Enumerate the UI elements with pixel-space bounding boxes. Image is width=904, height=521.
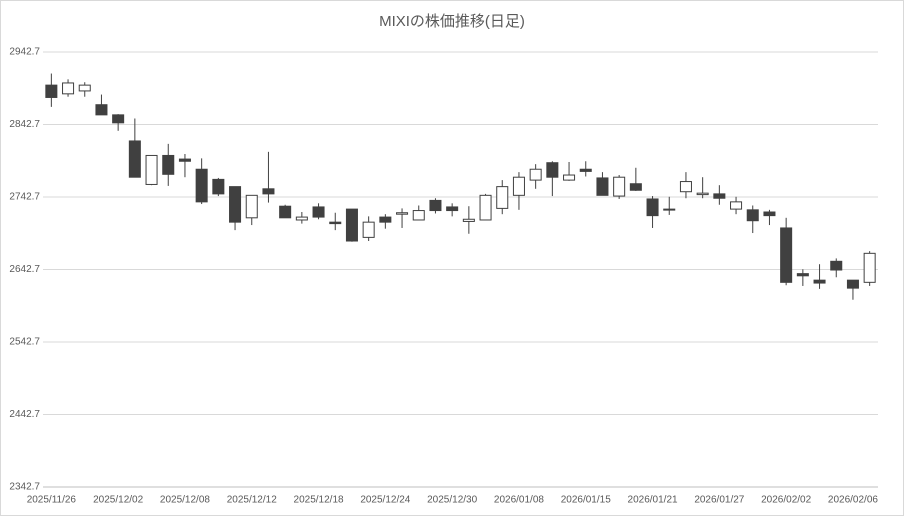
candle-body [713, 193, 726, 199]
candle-body [846, 279, 859, 289]
x-tick-label: 2025/12/02 [93, 495, 143, 506]
candle-body [178, 158, 191, 162]
candle-body [730, 201, 743, 210]
candle-body [696, 192, 709, 196]
candle-body [128, 140, 141, 178]
candle-body [813, 279, 826, 284]
candle-body [279, 205, 292, 219]
x-tick-label: 2025/12/30 [427, 495, 477, 506]
candle-body [62, 82, 75, 95]
candle-body [329, 221, 342, 225]
candle-body [396, 212, 409, 215]
candle-body [362, 221, 375, 238]
candle-body [262, 188, 275, 195]
candle-body [412, 210, 425, 221]
candle-body [596, 177, 609, 196]
x-tick-label: 2025/12/08 [160, 495, 210, 506]
x-tick-label: 2025/12/24 [360, 495, 410, 506]
y-tick-label: 2342.7 [9, 482, 40, 493]
candle-body [646, 198, 659, 217]
candle-body [245, 194, 258, 219]
candle-body [579, 168, 592, 172]
candle-body [78, 84, 91, 92]
candle-body [345, 208, 358, 242]
candle-body [529, 168, 542, 181]
x-tick-label: 2026/01/21 [628, 495, 678, 506]
x-tick-label: 2026/01/08 [494, 495, 544, 506]
x-tick-label: 2025/12/12 [227, 495, 277, 506]
candle-body [162, 154, 175, 175]
candle-body [379, 216, 392, 223]
candle-body [679, 181, 692, 193]
chart-title: MIXIの株価推移(日足) [379, 13, 525, 30]
candle-body [446, 206, 459, 212]
candle-body [145, 154, 158, 185]
x-tick-label: 2026/01/15 [561, 495, 611, 506]
candle-body [229, 186, 242, 223]
candle-body [830, 260, 843, 271]
x-tick-label: 2025/12/18 [294, 495, 344, 506]
candle-body [780, 227, 793, 283]
candle-body [212, 178, 225, 195]
x-tick-label: 2025/11/26 [27, 495, 77, 506]
candle-body [629, 183, 642, 191]
x-tick-label: 2026/01/27 [694, 495, 744, 506]
candle-body [763, 211, 776, 217]
candle-body [496, 186, 509, 209]
y-tick-label: 2742.7 [9, 192, 40, 203]
y-tick-label: 2542.7 [9, 337, 40, 348]
candle-body [195, 168, 208, 203]
candle-body [95, 104, 108, 116]
candle-body [746, 209, 759, 222]
y-tick-label: 2442.7 [9, 409, 40, 420]
candle-body [613, 176, 626, 197]
candle-body [429, 199, 442, 212]
candle-body [546, 162, 559, 178]
candle-body [663, 208, 676, 211]
candle-body [512, 176, 525, 196]
candle-body [462, 218, 475, 222]
candle-body [863, 252, 876, 283]
x-tick-label: 2026/02/06 [828, 495, 878, 506]
candle-body [312, 206, 325, 218]
y-tick-label: 2642.7 [9, 264, 40, 275]
candle-body [479, 194, 492, 221]
candle-body [45, 84, 58, 98]
x-tick-label: 2026/02/02 [761, 495, 811, 506]
candle-body [796, 273, 809, 277]
y-tick-label: 2842.7 [9, 119, 40, 130]
candle-body [563, 174, 576, 181]
candle-body [295, 216, 308, 221]
candle-body [112, 114, 125, 124]
y-tick-label: 2942.7 [9, 47, 40, 58]
